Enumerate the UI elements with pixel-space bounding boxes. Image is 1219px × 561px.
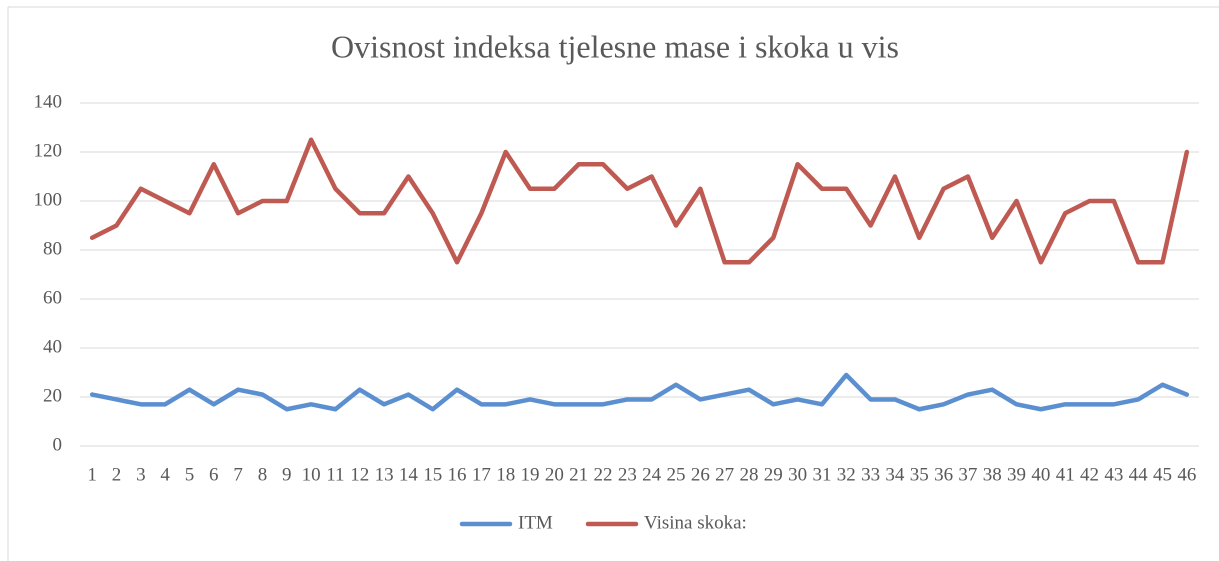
x-tick-label: 33 — [861, 464, 880, 485]
series-line — [89, 137, 1190, 265]
series-line — [89, 372, 1190, 412]
x-tick-label: 5 — [185, 464, 195, 485]
x-tick-label: 21 — [569, 464, 588, 485]
x-tick-label: 39 — [1007, 464, 1026, 485]
legend-label: ITM — [518, 512, 553, 533]
y-tick-label: 80 — [43, 238, 62, 259]
y-tick-label: 40 — [43, 336, 62, 357]
x-tick-label: 22 — [594, 464, 613, 485]
legend-label: Visina skoka: — [644, 512, 747, 533]
x-tick-label: 41 — [1056, 464, 1075, 485]
x-tick-label: 17 — [472, 464, 491, 485]
x-tick-label: 18 — [496, 464, 515, 485]
x-tick-label: 3 — [136, 464, 146, 485]
y-tick-label: 0 — [53, 434, 63, 455]
x-tick-label: 11 — [326, 464, 344, 485]
x-tick-label: 14 — [399, 464, 419, 485]
y-tick-label: 100 — [34, 189, 63, 210]
x-tick-label: 37 — [958, 464, 977, 485]
x-tick-label: 24 — [642, 464, 662, 485]
x-tick-label: 38 — [983, 464, 1002, 485]
x-tick-label: 10 — [302, 464, 321, 485]
x-tick-label: 7 — [233, 464, 243, 485]
x-tick-label: 30 — [788, 464, 807, 485]
x-tick-label: 28 — [739, 464, 758, 485]
x-tick-label: 15 — [423, 464, 442, 485]
x-tick-label: 34 — [885, 464, 905, 485]
x-tick-label: 45 — [1153, 464, 1172, 485]
x-tick-label: 35 — [910, 464, 929, 485]
x-tick-label: 36 — [934, 464, 953, 485]
x-tick-label: 40 — [1031, 464, 1050, 485]
x-tick-label: 6 — [209, 464, 219, 485]
x-tick-label: 19 — [521, 464, 540, 485]
x-tick-label: 43 — [1104, 464, 1123, 485]
x-tick-label: 8 — [258, 464, 268, 485]
x-tick-label: 12 — [350, 464, 369, 485]
x-tick-label: 32 — [837, 464, 856, 485]
x-tick-label: 9 — [282, 464, 292, 485]
y-tick-label: 60 — [43, 287, 62, 308]
x-tick-label: 46 — [1177, 464, 1196, 485]
x-tick-label: 13 — [375, 464, 394, 485]
x-tick-label: 20 — [545, 464, 564, 485]
x-tick-label: 31 — [812, 464, 831, 485]
y-tick-label: 20 — [43, 385, 62, 406]
y-tick-label: 120 — [34, 140, 63, 161]
x-tick-label: 23 — [618, 464, 637, 485]
x-tick-label: 29 — [764, 464, 783, 485]
x-tick-label: 44 — [1129, 464, 1149, 485]
x-tick-label: 1 — [87, 464, 97, 485]
x-tick-label: 25 — [666, 464, 685, 485]
x-tick-label: 42 — [1080, 464, 1099, 485]
chart-title: Ovisnost indeksa tjelesne mase i skoka u… — [331, 28, 899, 64]
x-tick-label: 26 — [691, 464, 710, 485]
x-tick-label: 16 — [448, 464, 467, 485]
y-tick-label: 140 — [34, 91, 63, 112]
x-tick-label: 2 — [112, 464, 122, 485]
x-tick-label: 27 — [715, 464, 734, 485]
x-tick-label: 4 — [160, 464, 170, 485]
